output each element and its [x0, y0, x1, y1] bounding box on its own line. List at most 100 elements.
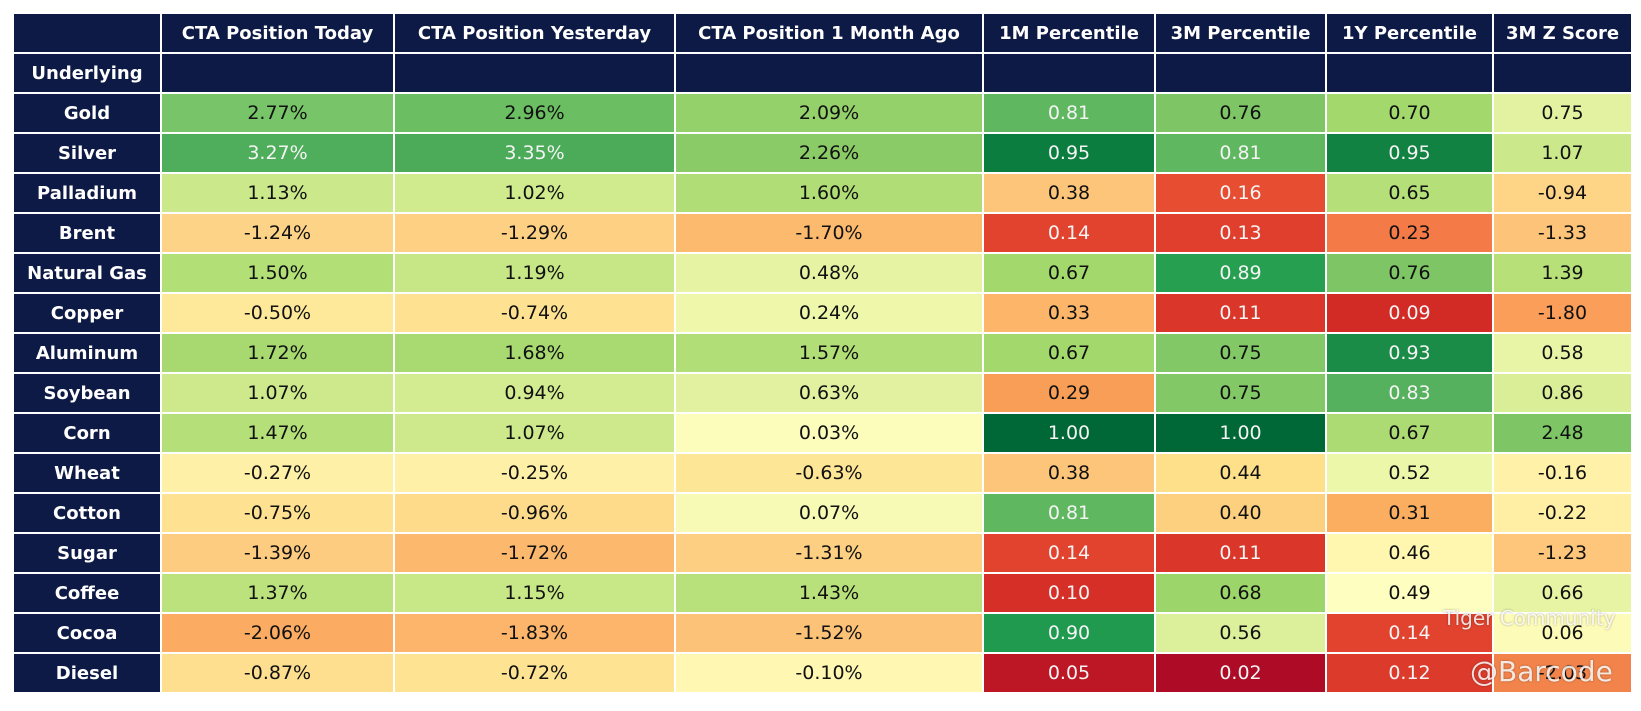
data-row: Coffee 1.37% 1.15% 1.43% 0.10 0.68 0.49 0.66 — [14, 574, 1631, 612]
heat-cell: -0.96% — [395, 494, 674, 532]
row-label: Corn — [14, 414, 160, 452]
row-label: Sugar — [14, 534, 160, 572]
heat-cell: 0.52 — [1327, 454, 1492, 492]
heat-cell: 1.43% — [676, 574, 982, 612]
heat-cell: -1.39% — [162, 534, 393, 572]
column-header: 1Y Percentile — [1327, 14, 1492, 52]
column-header: 1M Percentile — [984, 14, 1154, 52]
data-row: Diesel -0.87% -0.72% -0.10% 0.05 0.02 0.12 -2.0… — [14, 654, 1631, 692]
heat-cell: 0.38 — [984, 454, 1154, 492]
row-label: Gold — [14, 94, 160, 132]
column-header: 3M Z Score — [1494, 14, 1631, 52]
empty-header-cell — [676, 54, 982, 92]
heat-cell: 2.09% — [676, 94, 982, 132]
heat-cell: 0.67 — [1327, 414, 1492, 452]
empty-header-cell — [1156, 54, 1325, 92]
empty-header-cell — [1327, 54, 1492, 92]
row-label: Cotton — [14, 494, 160, 532]
header-row: CTA Position Today CTA Position Yesterday… — [14, 14, 1631, 52]
row-label: Soybean — [14, 374, 160, 412]
heatmap-table: CTA Position Today CTA Position Yesterday… — [12, 12, 1633, 694]
row-label: Brent — [14, 214, 160, 252]
heat-cell: -1.24% — [162, 214, 393, 252]
row-label: Aluminum — [14, 334, 160, 372]
row-label: Wheat — [14, 454, 160, 492]
heat-cell: 1.37% — [162, 574, 393, 612]
row-label: Natural Gas — [14, 254, 160, 292]
data-row: Natural Gas 1.50% 1.19% 0.48% 0.67 0.89 0.76 1.… — [14, 254, 1631, 292]
heat-cell: 0.23 — [1327, 214, 1492, 252]
empty-header-cell — [984, 54, 1154, 92]
heat-cell: 0.02 — [1156, 654, 1325, 692]
heat-cell: -1.83% — [395, 614, 674, 652]
watermark: Tiger Community — [1443, 606, 1616, 630]
data-row: Corn 1.47% 1.07% 0.03% 1.00 1.00 0.67 2.48 — [14, 414, 1631, 452]
heat-cell: 0.83 — [1327, 374, 1492, 412]
heat-cell: 0.58 — [1494, 334, 1631, 372]
heat-cell: -0.22 — [1494, 494, 1631, 532]
index-header: Underlying — [14, 54, 160, 92]
empty-header-cell — [395, 54, 674, 92]
row-label: Cocoa — [14, 614, 160, 652]
heat-cell: 0.67 — [984, 334, 1154, 372]
heat-cell: 0.24% — [676, 294, 982, 332]
column-header: CTA Position 1 Month Ago — [676, 14, 982, 52]
heat-cell: 0.11 — [1156, 294, 1325, 332]
heat-cell: 0.75 — [1494, 94, 1631, 132]
column-header: CTA Position Yesterday — [395, 14, 674, 52]
data-row: Cotton -0.75% -0.96% 0.07% 0.81 0.40 0.31 -0.22 — [14, 494, 1631, 532]
heat-cell: 0.14 — [984, 214, 1154, 252]
heat-cell: 0.66 — [1494, 574, 1631, 612]
heat-cell: 0.44 — [1156, 454, 1325, 492]
heat-cell: -1.29% — [395, 214, 674, 252]
data-row: Aluminum 1.72% 1.68% 1.57% 0.67 0.75 0.93 0.58 — [14, 334, 1631, 372]
heat-cell: 0.10 — [984, 574, 1154, 612]
data-row: Cocoa -2.06% -1.83% -1.52% 0.90 0.56 0.14 0.06 — [14, 614, 1631, 652]
empty-header-cell — [1494, 54, 1631, 92]
row-label: Copper — [14, 294, 160, 332]
row-label: Diesel — [14, 654, 160, 692]
heat-cell: 1.00 — [984, 414, 1154, 452]
heat-cell: 0.68 — [1156, 574, 1325, 612]
heat-cell: 1.60% — [676, 174, 982, 212]
heat-cell: 0.65 — [1327, 174, 1492, 212]
heat-cell: 0.48% — [676, 254, 982, 292]
heat-cell: 0.03% — [676, 414, 982, 452]
heat-cell: 0.16 — [1156, 174, 1325, 212]
data-row: Silver 3.27% 3.35% 2.26% 0.95 0.81 0.95 1.07 — [14, 134, 1631, 172]
heat-cell: 1.15% — [395, 574, 674, 612]
heat-cell: 1.07% — [395, 414, 674, 452]
heat-cell: 0.49 — [1327, 574, 1492, 612]
heat-cell: 3.27% — [162, 134, 393, 172]
heat-cell: 1.39 — [1494, 254, 1631, 292]
heat-cell: -0.75% — [162, 494, 393, 532]
heat-cell: 0.89 — [1156, 254, 1325, 292]
heat-cell: 0.06 — [1494, 614, 1631, 652]
heat-cell: -0.74% — [395, 294, 674, 332]
heat-cell: 0.86 — [1494, 374, 1631, 412]
heat-cell: 1.50% — [162, 254, 393, 292]
heat-cell: 1.00 — [1156, 414, 1325, 452]
corner-cell — [14, 14, 160, 52]
column-header: 3M Percentile — [1156, 14, 1325, 52]
data-row: Copper -0.50% -0.74% 0.24% 0.33 0.11 0.09 -1.80 — [14, 294, 1631, 332]
heat-cell: 0.05 — [984, 654, 1154, 692]
heat-cell: -1.31% — [676, 534, 982, 572]
heat-cell: 0.94% — [395, 374, 674, 412]
heat-cell: 0.13 — [1156, 214, 1325, 252]
heat-cell: 0.75 — [1156, 374, 1325, 412]
heat-cell: 0.75 — [1156, 334, 1325, 372]
heat-cell: 0.38 — [984, 174, 1154, 212]
heat-cell: 0.95 — [1327, 134, 1492, 172]
heat-cell: 0.70 — [1327, 94, 1492, 132]
row-label: Coffee — [14, 574, 160, 612]
heat-cell: -0.94 — [1494, 174, 1631, 212]
heat-cell: 1.47% — [162, 414, 393, 452]
empty-header-cell — [162, 54, 393, 92]
heat-cell: 0.14 — [984, 534, 1154, 572]
heat-cell: -0.72% — [395, 654, 674, 692]
heat-cell: 0.29 — [984, 374, 1154, 412]
heat-cell: 0.46 — [1327, 534, 1492, 572]
heat-cell: 0.40 — [1156, 494, 1325, 532]
